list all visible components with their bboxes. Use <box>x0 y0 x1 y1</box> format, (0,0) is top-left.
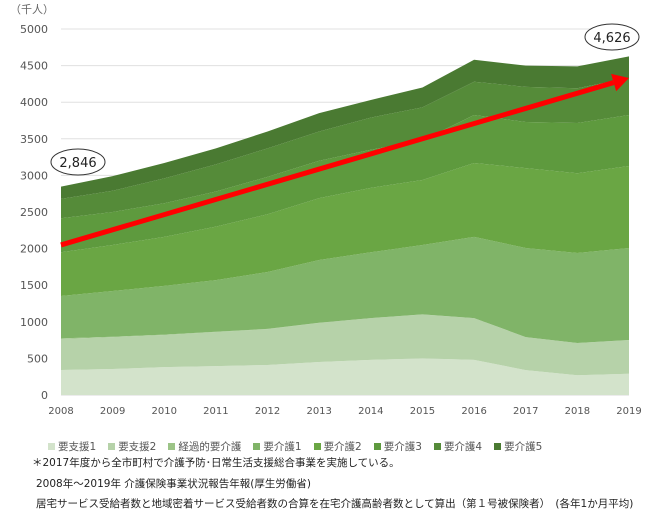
legend-item: 要介護4 <box>433 439 483 454</box>
x-tick-label: 2015 <box>410 406 435 417</box>
legend-item: 経過的要介護 <box>168 439 241 454</box>
legend-label: 要介護5 <box>504 441 543 453</box>
y-tick-label: 3000 <box>20 169 48 182</box>
y-tick-label: 4000 <box>20 96 48 109</box>
legend-item: 要支援1 <box>48 439 96 454</box>
x-tick-label: 2014 <box>358 406 383 417</box>
legend-label: 要介護2 <box>323 441 362 453</box>
area-series-6 <box>61 115 629 253</box>
annotation-ellipse <box>50 148 106 176</box>
x-tick-label: 2012 <box>255 406 280 417</box>
area-series-5 <box>61 162 629 297</box>
x-tick-label: 2009 <box>100 406 125 417</box>
x-tick-label: 2010 <box>152 406 177 417</box>
footnote: ＊2017年度から全市町村で介護予防･日常生活支援総合事業を実施している。 <box>32 457 400 469</box>
legend-swatch <box>48 443 55 450</box>
trend-arrow-line <box>60 80 615 248</box>
y-tick-label: 1000 <box>20 316 48 329</box>
trend-arrow-head <box>611 73 629 92</box>
y-tick-label: 2000 <box>20 243 48 256</box>
area-series-2 <box>61 314 629 376</box>
legend-item: 要介護1 <box>253 439 302 454</box>
legend-label: 要介護1 <box>263 441 302 453</box>
legend-item: 要介護2 <box>313 439 362 454</box>
legend-swatch <box>253 443 261 450</box>
legend-swatch <box>373 443 381 450</box>
area-series-7 <box>61 78 629 219</box>
legend-swatch <box>433 443 441 450</box>
legend-item: 要介護5 <box>494 439 542 454</box>
y-tick-label: 1500 <box>20 279 48 292</box>
legend-item: 要支援2 <box>108 439 156 454</box>
annotation-label: 2,846 <box>59 156 96 171</box>
legend-label: 要介護3 <box>383 441 422 453</box>
legend-label: 要介護4 <box>443 441 483 453</box>
x-tick-label: 2013 <box>306 406 331 417</box>
stacked-area-chart: （千人） 0 500 1000 1500 2000 2500 3000 3500 4000 450… <box>10 3 642 417</box>
annotation-label: 4,626 <box>593 31 630 46</box>
legend-swatch <box>494 443 502 450</box>
legend: 要支援1 要支援2 経過的要介護 要介護1 要介護2 要介護3 要介護4 要介護5 <box>48 439 542 454</box>
annotation-ellipse <box>584 23 640 51</box>
y-tick-label: 4500 <box>20 60 48 73</box>
legend-swatch <box>168 443 176 450</box>
legend-item: 要介護3 <box>373 439 422 454</box>
method-note: 居宅サービス受給者数と地域密着サービス受給者数の合算を在宅介護高齢者数として算出… <box>36 498 634 510</box>
x-tick-label: 2018 <box>565 406 590 417</box>
legend-label: 要支援2 <box>118 441 157 453</box>
legend-swatch <box>108 443 116 450</box>
y-tick-label: 0 <box>41 389 48 402</box>
legend-label: 経過的要介護 <box>178 441 242 453</box>
legend-label: 要支援1 <box>58 441 97 453</box>
x-tick-label: 2019 <box>616 406 641 417</box>
x-tick-label: 2016 <box>461 406 486 417</box>
y-tick-label: 5000 <box>20 23 48 36</box>
y-tick-label: 2500 <box>20 206 48 219</box>
area-series-4 <box>61 236 629 343</box>
x-tick-label: 2011 <box>203 406 228 417</box>
area-series-8 <box>61 56 629 199</box>
source-note: 2008年～2019年 介護保険事業状況報告年報(厚生労働省) <box>36 478 311 490</box>
legend-swatch <box>313 443 321 450</box>
y-tick-label: 3500 <box>20 133 48 146</box>
area-series-1 <box>61 358 629 395</box>
x-tick-label: 2017 <box>513 406 538 417</box>
x-tick-label: 2008 <box>48 406 73 417</box>
y-axis-unit-label: （千人） <box>10 3 54 16</box>
y-tick-label: 500 <box>27 352 48 365</box>
